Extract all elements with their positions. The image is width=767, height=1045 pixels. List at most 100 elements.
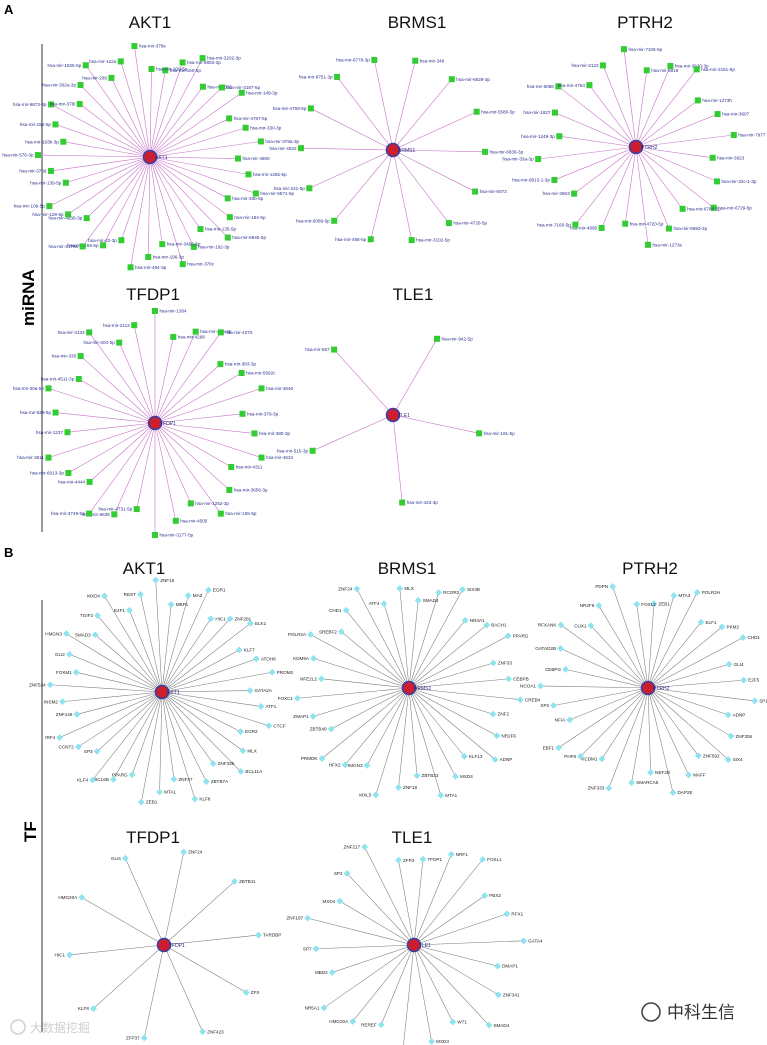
node-label: hsa-mir-7106-5p <box>628 47 662 52</box>
mirna-node <box>694 97 701 104</box>
edge <box>297 687 410 699</box>
mirna-node <box>367 236 374 243</box>
edge <box>120 61 151 158</box>
brand-logo: 中科生信 <box>641 1002 735 1023</box>
node-label: SMAD3 <box>75 632 91 637</box>
mirna-node <box>77 353 84 360</box>
node-label: hsa-mir-7977 <box>738 133 766 138</box>
brand-icon <box>641 1002 661 1022</box>
edge <box>398 687 410 788</box>
tf-node <box>725 660 733 668</box>
edge <box>321 687 410 759</box>
edges-akt1-tf <box>50 580 273 803</box>
edge <box>80 355 156 424</box>
mirna-node <box>445 220 452 227</box>
edge <box>78 691 163 748</box>
edge <box>408 662 494 689</box>
edge <box>149 156 163 245</box>
mirna-node <box>306 185 313 192</box>
mirna-node <box>100 242 107 249</box>
center-node-akt1-tf <box>154 684 170 700</box>
node-label: ATF1 <box>265 704 276 709</box>
edge <box>647 679 744 689</box>
node-label: hsa-mir-6873-3p <box>13 102 47 107</box>
mirna-node <box>572 221 579 228</box>
mirna-node <box>190 243 197 250</box>
tf-node <box>341 761 349 769</box>
mirna-node <box>600 62 607 69</box>
node-label: MXD4 <box>87 594 100 599</box>
node-label: hsa-mir-4270 <box>225 330 253 335</box>
node-label: FOSL1 <box>487 857 502 862</box>
tf-node <box>605 784 613 792</box>
node-label: hsa-mir-155-5p <box>20 122 52 127</box>
node-label: hsa-mir-33c-1-3p <box>722 179 757 184</box>
node-label: hsa-mir-629-5p <box>20 410 52 415</box>
edge <box>161 691 241 732</box>
edge <box>149 70 166 158</box>
node-label: hsa-mir-383-3p <box>225 362 257 367</box>
edge <box>408 687 465 757</box>
edge <box>163 944 247 993</box>
mirna-node <box>252 190 259 197</box>
edge <box>50 104 151 158</box>
tf-node <box>493 732 501 740</box>
node-label: DMAP1 <box>502 964 518 969</box>
center-node-ptrh2-mirna <box>628 139 644 155</box>
tf-node <box>377 1021 385 1029</box>
node-label: hsa-mir-4632 <box>269 146 297 151</box>
node-label: KCDM1 <box>581 756 598 761</box>
tf-node <box>718 623 726 631</box>
network-title-tle1-mirna: TLE1 <box>393 285 434 304</box>
center-label-brms1-tf: BRMS1 <box>414 686 431 692</box>
tf-node <box>310 654 317 662</box>
mirna-node <box>714 111 721 118</box>
node-label: ZNF333 <box>588 786 605 791</box>
node-label: ZNF335 <box>218 761 235 766</box>
node-label: HMG20A <box>58 895 78 900</box>
node-label: hsa-mir-6013-3p <box>30 471 64 476</box>
mirna-node <box>571 190 578 197</box>
node-label: ZNF2 <box>498 712 510 717</box>
tf-node <box>126 606 133 614</box>
node-label: hsa-mir-4720-5p <box>453 221 487 226</box>
nodes-tle1-mirna: hsa-mir-942-5p hsa-mir-191-5p hsa-mir-423-… <box>277 335 515 506</box>
node-label: hsa-mir-192-3p <box>198 244 230 249</box>
node-label: ZNF217 <box>344 845 361 850</box>
edge <box>413 940 524 946</box>
network-tle1-tf: TLE1 TFDP1 NRF1 FOSL1 PBX2 RFX1 GATA4 DMAP1 ZNF3… <box>286 828 543 1045</box>
node-label: ZNF18 <box>403 785 417 790</box>
node-label: MAFF <box>693 773 706 778</box>
edge <box>370 149 394 240</box>
node-label: SP2 <box>334 871 343 876</box>
mirna-node <box>620 46 627 53</box>
edge <box>161 618 231 693</box>
node-label: ZNF306 <box>736 734 753 739</box>
node-label: PDPN <box>595 584 608 589</box>
node-label: hsa-mir-208 <box>82 76 107 81</box>
node-label: hsa-mir-4444 <box>58 479 86 484</box>
edge <box>161 690 250 693</box>
node-label: IRF4 <box>45 735 55 740</box>
panel-letter-b: B <box>4 545 13 560</box>
edge <box>635 69 697 148</box>
tf-node <box>252 655 260 663</box>
node-label: REREF <box>361 1022 377 1027</box>
tf-node <box>483 621 491 629</box>
node-label: hsa-mir-5580-5p <box>481 109 515 114</box>
edge <box>310 634 410 689</box>
mirna-node <box>111 511 118 518</box>
node-label: RFXANK <box>538 622 558 627</box>
edge <box>161 589 209 693</box>
edge <box>154 372 242 424</box>
tf-node <box>72 668 80 676</box>
tf-node <box>363 761 371 769</box>
mirna-node <box>667 62 674 69</box>
tf-node <box>452 773 459 780</box>
edge <box>154 331 196 424</box>
node-label: KDM5A <box>293 656 310 661</box>
mirna-node <box>118 237 125 244</box>
node-label: hsa-mir-221-5p <box>274 186 306 191</box>
center-node-akt1-mirna <box>142 149 158 165</box>
tf-node <box>318 755 326 762</box>
